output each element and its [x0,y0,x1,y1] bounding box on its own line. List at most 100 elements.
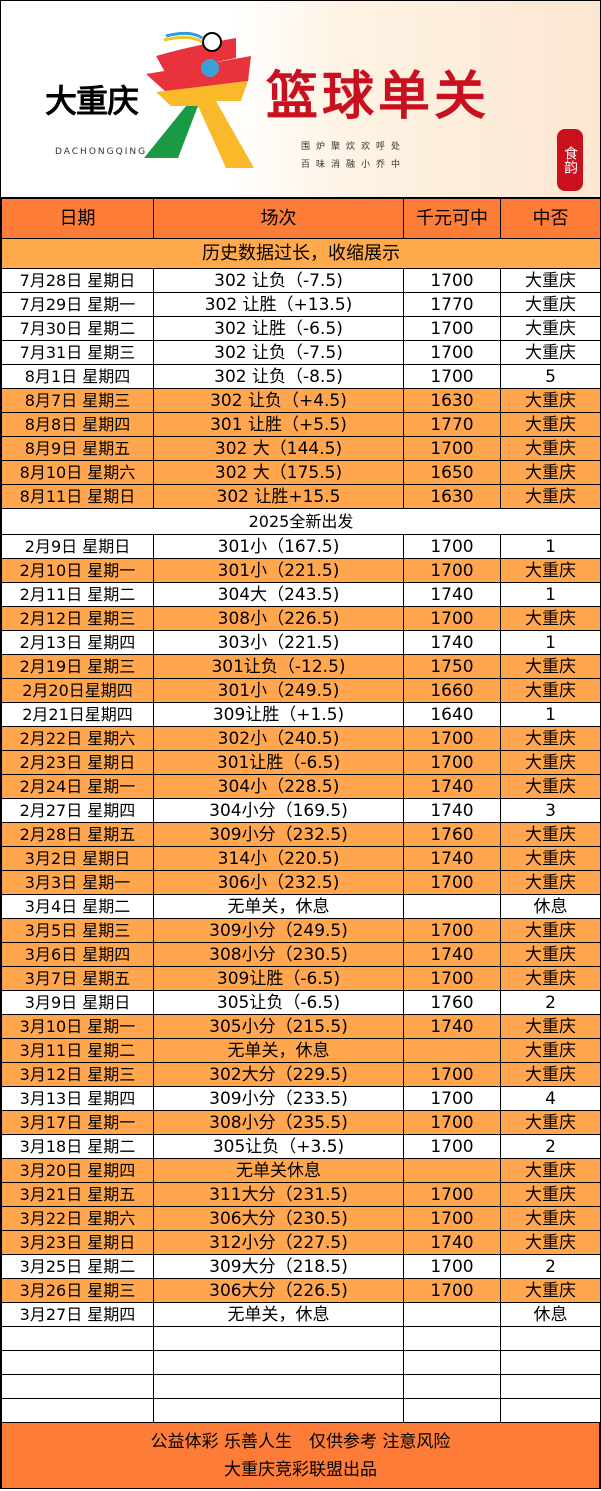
table-row: 2月23日 星期日 301让胜（-6.5) 1700 大重庆 [1,750,601,775]
result-cell: 大重庆 [500,558,601,583]
date-cell: 2月12日 星期三 [1,606,154,631]
section-row: 2025全新出发 [1,508,601,535]
result-cell: 休息 [500,894,601,919]
amount-cell: 1740 [403,846,501,871]
date-cell: 8月7日 星期三 [1,388,154,413]
table-row: 7月31日 星期三 302 让负（-7.5) 1700 大重庆 [1,340,601,365]
fold-note-row: 历史数据过长，收缩展示 [1,238,601,269]
date-cell: 2月13日 星期四 [1,630,154,655]
date-cell: 2月19日 星期三 [1,654,154,679]
table-row: 3月18日 星期二 305让负（+3.5) 1700 2 [1,1134,601,1159]
match-cell: 312小分（227.5) [153,1230,404,1255]
result-cell: 大重庆 [500,1014,601,1039]
amount-cell: 1640 [403,702,501,727]
match-cell: 309小分（232.5) [153,822,404,847]
empty-cell [403,1398,501,1423]
brand-name-en: DACHONGQING [55,147,148,157]
date-cell: 3月2日 星期日 [1,846,154,871]
table-row: 7月29日 星期一 302 让胜（+13.5) 1770 大重庆 [1,292,601,317]
table-header: 日期 场次 千元可中 中否 [1,198,601,239]
result-cell: 2 [500,990,601,1015]
table-row: 3月20日 星期四 无单关休息 大重庆 [1,1158,601,1183]
date-cell: 3月22日 星期六 [1,1206,154,1231]
date-cell: 7月29日 星期一 [1,292,154,317]
amount-cell: 1700 [403,918,501,943]
match-cell: 311大分（231.5) [153,1182,404,1207]
empty-row [1,1398,601,1423]
date-cell: 2月11日 星期二 [1,582,154,607]
table-row: 7月28日 星期日 302 让负（-7.5) 1700 大重庆 [1,268,601,293]
table-row: 2月11日 星期二 304大（243.5) 1740 1 [1,582,601,607]
result-cell: 大重庆 [500,654,601,679]
match-cell: 305让负（-6.5) [153,990,404,1015]
date-cell: 3月20日 星期四 [1,1158,154,1183]
match-cell: 304小分（169.5) [153,798,404,823]
table-row: 8月9日 星期五 302 大（144.5) 1700 大重庆 [1,436,601,461]
match-cell: 305小分（215.5) [153,1014,404,1039]
match-cell: 301 让胜（+5.5) [153,412,404,437]
match-cell: 309让胜（+1.5) [153,702,404,727]
match-cell: 301小（221.5) [153,558,404,583]
match-cell: 302大分（229.5) [153,1062,404,1087]
amount-cell: 1700 [403,1134,501,1159]
result-cell: 大重庆 [500,1110,601,1135]
footer-line-1: 公益体彩 乐善人生 仅供参考 注意风险 [150,1432,451,1452]
amount-cell: 1700 [403,1206,501,1231]
result-cell: 大重庆 [500,340,601,365]
table-row: 3月9日 星期日 305让负（-6.5) 1760 2 [1,990,601,1015]
result-cell: 1 [500,582,601,607]
amount-cell: 1700 [403,1254,501,1279]
date-cell: 2月27日 星期四 [1,798,154,823]
date-cell: 2月10日 星期一 [1,558,154,583]
table-row: 8月1日 星期四 302 让负（-8.5) 1700 5 [1,364,601,389]
empty-cell [1,1326,154,1351]
fold-note: 历史数据过长，收缩展示 [1,238,601,269]
result-cell: 大重庆 [500,822,601,847]
date-cell: 7月28日 星期日 [1,268,154,293]
result-cell: 大重庆 [500,1062,601,1087]
footer-line-2: 大重庆竞彩联盟出品 [224,1460,377,1480]
amount-cell: 1660 [403,678,501,703]
date-cell: 3月10日 星期一 [1,1014,154,1039]
result-cell: 大重庆 [500,316,601,341]
match-cell: 304大（243.5) [153,582,404,607]
footer: 公益体彩 乐善人生 仅供参考 注意风险 大重庆竞彩联盟出品 [1,1423,600,1489]
date-cell: 2月24日 星期一 [1,774,154,799]
match-cell: 301小（249.5) [153,678,404,703]
table-row: 2月9日 星期日 301小（167.5) 1700 1 [1,534,601,559]
table-row: 3月4日 星期二 无单关，休息 休息 [1,894,601,919]
match-cell: 301让胜（-6.5) [153,750,404,775]
result-cell: 大重庆 [500,942,601,967]
match-cell: 无单关，休息 [153,1038,404,1063]
amount-cell: 1700 [403,1278,501,1303]
match-cell: 无单关，休息 [153,1302,404,1327]
table-row: 3月3日 星期一 306小（232.5) 1700 大重庆 [1,870,601,895]
amount-cell [403,1038,501,1063]
seal-stamp: 食韵 [557,129,583,191]
empty-cell [153,1398,404,1423]
result-cell: 大重庆 [500,966,601,991]
date-cell: 3月25日 星期二 [1,1254,154,1279]
banner: 大重庆 DACHONGQING 篮球单关 围炉聚炊欢呼处 百味消融小乔中 食韵 [1,1,600,198]
date-cell: 3月6日 星期四 [1,942,154,967]
brand-logo-icon [144,31,254,168]
table-row: 7月30日 星期二 302 让胜（-6.5) 1700 大重庆 [1,316,601,341]
result-cell: 大重庆 [500,726,601,751]
empty-cell [1,1398,154,1423]
amount-cell: 1700 [403,870,501,895]
result-cell: 大重庆 [500,606,601,631]
result-cell: 3 [500,798,601,823]
match-cell: 302 让胜+15.5 [153,484,404,509]
amount-cell: 1700 [403,1110,501,1135]
date-cell: 3月21日 星期五 [1,1182,154,1207]
amount-cell: 1700 [403,1182,501,1207]
amount-cell: 1700 [403,1062,501,1087]
brand-name: 大重庆 [45,82,139,120]
result-cell: 大重庆 [500,436,601,461]
table-row: 3月25日 星期二 309大分（218.5) 1700 2 [1,1254,601,1279]
result-cell: 大重庆 [500,678,601,703]
result-cell: 大重庆 [500,388,601,413]
match-cell: 301小（167.5) [153,534,404,559]
date-cell: 7月30日 星期二 [1,316,154,341]
table-row: 2月27日 星期四 304小分（169.5) 1740 3 [1,798,601,823]
